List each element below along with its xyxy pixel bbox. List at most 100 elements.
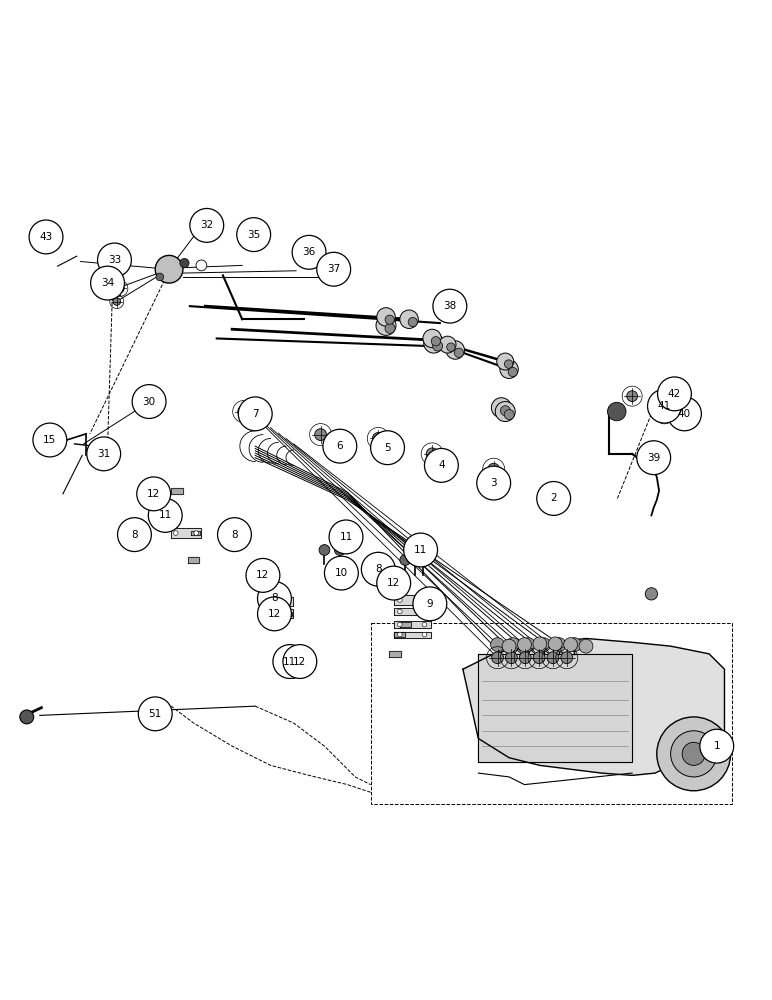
Polygon shape: [653, 407, 661, 411]
Circle shape: [422, 598, 427, 602]
Polygon shape: [394, 595, 431, 605]
Circle shape: [627, 391, 638, 402]
Circle shape: [700, 729, 733, 763]
Polygon shape: [394, 608, 431, 615]
Circle shape: [637, 441, 671, 475]
Circle shape: [273, 645, 306, 678]
Circle shape: [283, 645, 317, 678]
Text: 5: 5: [384, 443, 391, 453]
Circle shape: [317, 252, 350, 286]
Circle shape: [504, 360, 513, 368]
Circle shape: [422, 609, 427, 614]
Circle shape: [238, 406, 249, 417]
Circle shape: [548, 637, 562, 651]
Circle shape: [398, 609, 402, 614]
Circle shape: [422, 622, 427, 627]
Circle shape: [285, 612, 290, 616]
Circle shape: [413, 587, 447, 621]
Circle shape: [422, 632, 427, 637]
Circle shape: [258, 582, 291, 615]
Circle shape: [499, 360, 518, 378]
Text: 8: 8: [231, 530, 238, 540]
Polygon shape: [394, 632, 405, 637]
Text: 43: 43: [39, 232, 52, 242]
Circle shape: [156, 273, 164, 281]
Circle shape: [400, 310, 418, 328]
Circle shape: [408, 317, 418, 327]
Text: 38: 38: [443, 301, 456, 311]
Circle shape: [560, 652, 573, 664]
Circle shape: [424, 333, 444, 353]
Circle shape: [377, 566, 411, 600]
Polygon shape: [389, 651, 401, 657]
Circle shape: [552, 638, 566, 652]
Circle shape: [319, 545, 330, 555]
Text: 41: 41: [658, 401, 671, 411]
Circle shape: [330, 568, 341, 578]
Circle shape: [506, 638, 520, 652]
Circle shape: [657, 717, 730, 791]
Circle shape: [329, 520, 363, 554]
Text: 9: 9: [427, 599, 433, 609]
Circle shape: [161, 508, 172, 519]
Circle shape: [645, 588, 658, 600]
Polygon shape: [261, 609, 293, 618]
Polygon shape: [400, 622, 411, 627]
Text: 40: 40: [678, 409, 691, 419]
Circle shape: [432, 341, 442, 351]
Circle shape: [668, 397, 702, 431]
Text: 34: 34: [101, 278, 114, 288]
Circle shape: [447, 343, 455, 351]
Circle shape: [376, 315, 396, 335]
Circle shape: [579, 639, 593, 653]
Circle shape: [324, 556, 358, 590]
Text: 6: 6: [337, 441, 344, 451]
Circle shape: [400, 555, 411, 565]
Circle shape: [410, 555, 421, 565]
Text: 32: 32: [200, 220, 213, 230]
Circle shape: [377, 308, 395, 326]
Circle shape: [504, 410, 514, 420]
Text: 11: 11: [283, 657, 296, 667]
Circle shape: [144, 395, 156, 408]
Polygon shape: [259, 572, 271, 578]
Circle shape: [258, 597, 291, 631]
Text: 12: 12: [256, 570, 269, 580]
Circle shape: [671, 731, 716, 777]
Circle shape: [90, 266, 124, 300]
Circle shape: [334, 545, 345, 555]
Circle shape: [97, 243, 131, 277]
Text: 39: 39: [647, 453, 660, 463]
Circle shape: [648, 389, 682, 423]
Circle shape: [194, 531, 198, 535]
Text: 8: 8: [271, 593, 278, 603]
Circle shape: [496, 353, 513, 370]
Polygon shape: [394, 632, 431, 638]
Circle shape: [148, 498, 182, 532]
Circle shape: [20, 710, 34, 724]
Polygon shape: [283, 612, 292, 616]
Circle shape: [117, 518, 151, 552]
Circle shape: [116, 284, 124, 293]
Circle shape: [425, 448, 459, 482]
Text: 10: 10: [335, 568, 348, 578]
Circle shape: [520, 652, 531, 664]
Circle shape: [533, 637, 547, 651]
Text: 36: 36: [303, 247, 316, 257]
Text: 7: 7: [252, 409, 259, 419]
Circle shape: [246, 558, 279, 592]
Text: 31: 31: [97, 449, 110, 459]
Text: 11: 11: [340, 532, 353, 542]
Text: 30: 30: [143, 397, 156, 407]
Circle shape: [426, 448, 438, 460]
Circle shape: [564, 638, 577, 652]
Text: 4: 4: [438, 460, 445, 470]
Circle shape: [608, 402, 626, 421]
Polygon shape: [463, 638, 724, 775]
Circle shape: [398, 598, 402, 602]
Circle shape: [292, 235, 326, 269]
Circle shape: [423, 329, 442, 348]
Circle shape: [492, 652, 503, 664]
Circle shape: [371, 431, 405, 465]
Circle shape: [398, 632, 402, 637]
